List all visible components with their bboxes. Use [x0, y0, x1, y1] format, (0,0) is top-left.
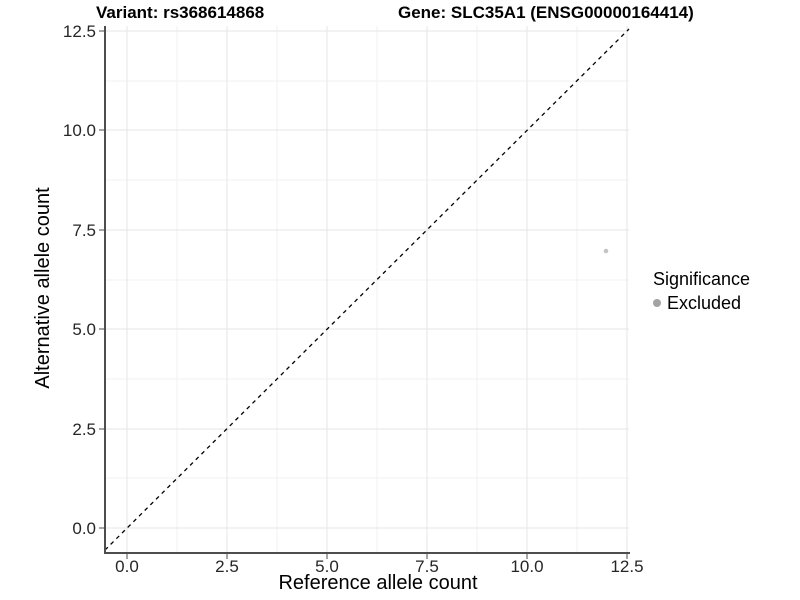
x-axis-title: Reference allele count	[278, 572, 477, 594]
y-tick-0: 0.0	[72, 519, 96, 538]
x-tick-0: 0.0	[115, 557, 139, 576]
legend-item-excluded: Excluded	[651, 292, 750, 314]
plot-title-gene: Gene: SLC35A1 (ENSG00000164414)	[398, 3, 694, 22]
y-axis-tick-labels: 0.0 2.5 5.0 7.5 10.0 12.5	[63, 22, 96, 538]
legend-title: Significance	[653, 269, 751, 289]
y-axis-title: Alternative allele count	[32, 187, 54, 389]
x-tick-5: 12.5	[610, 557, 643, 576]
grid-minor	[105, 26, 629, 553]
grid-major	[105, 26, 629, 553]
tick-marks	[99, 30, 628, 559]
data-point-excluded	[603, 248, 609, 254]
axis-lines	[104, 26, 630, 554]
x-tick-3: 7.5	[415, 557, 439, 576]
y-tick-2: 5.0	[72, 320, 96, 339]
y-tick-5: 12.5	[63, 22, 96, 41]
plot-title-variant: Variant: rs368614868	[96, 3, 265, 22]
legend-item-label: Excluded	[667, 293, 742, 313]
x-tick-2: 5.0	[315, 557, 339, 576]
y-tick-4: 10.0	[63, 121, 96, 140]
legend: Significance Excluded	[651, 268, 750, 314]
x-tick-1: 2.5	[215, 557, 239, 576]
identity-line	[104, 28, 630, 551]
y-tick-1: 2.5	[72, 420, 96, 439]
legend-key-dot-icon	[653, 299, 661, 307]
y-tick-3: 7.5	[72, 221, 96, 240]
x-axis-tick-labels: 0.0 2.5 5.0 7.5 10.0 12.5	[115, 557, 643, 576]
x-tick-4: 10.0	[510, 557, 543, 576]
